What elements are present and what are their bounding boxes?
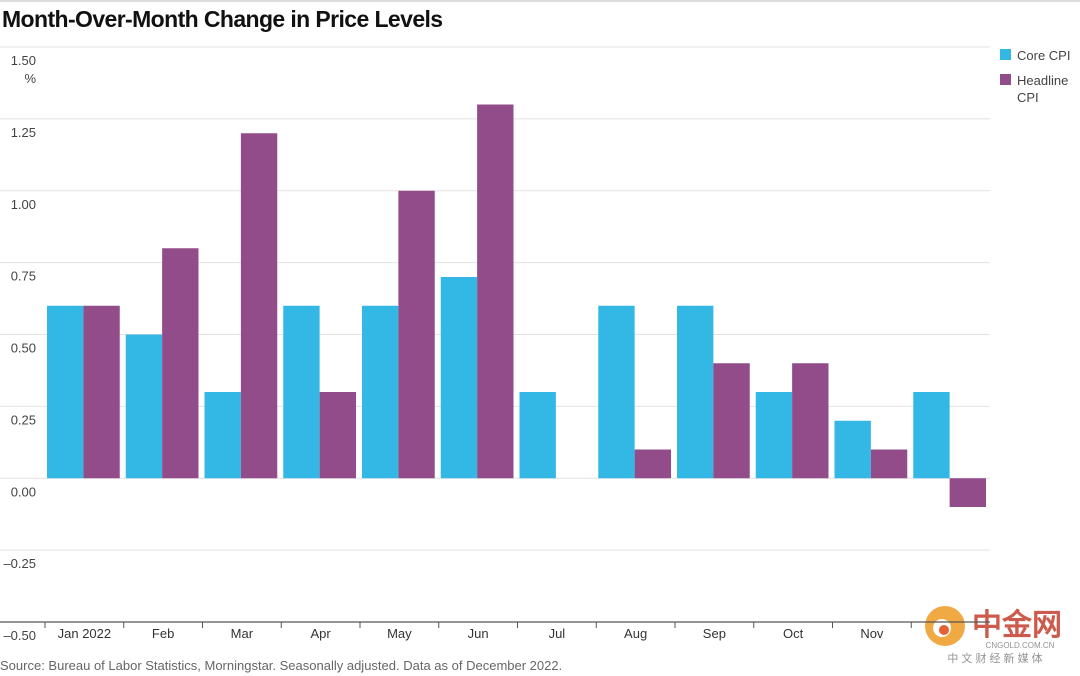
- bar: [204, 392, 241, 479]
- x-tick-label: Jan 2022: [58, 626, 112, 641]
- y-tick-label: –0.50: [3, 628, 36, 643]
- x-tick-label: May: [387, 626, 412, 641]
- bar: [240, 133, 278, 479]
- bar: [440, 277, 478, 479]
- legend-swatch: [1000, 74, 1011, 85]
- bars: [47, 104, 986, 507]
- bar: [398, 190, 435, 479]
- y-tick-label: 0.25: [11, 412, 36, 427]
- bar: [913, 392, 950, 479]
- bar: [362, 305, 399, 479]
- legend-label: Core CPI: [1017, 48, 1071, 63]
- bar: [598, 305, 635, 479]
- watermark-logo: 中金网: [972, 608, 1062, 642]
- x-tick-label: Oct: [783, 626, 804, 641]
- x-tick-label: Jul: [549, 626, 566, 641]
- y-tick-label: 1.00: [11, 197, 36, 212]
- chart-title: Month-Over-Month Change in Price Levels: [2, 6, 443, 32]
- x-tick-label: Mar: [231, 626, 254, 641]
- bar: [477, 104, 514, 479]
- y-tick-label: –0.25: [3, 556, 36, 571]
- bar: [47, 305, 84, 479]
- bar: [834, 420, 871, 479]
- bar: [713, 363, 750, 479]
- watermark-icon-core: [939, 625, 949, 635]
- y-tick-label: 1.25: [11, 125, 36, 140]
- bar: [83, 305, 120, 479]
- bar: [283, 305, 320, 479]
- x-tick-label: Jun: [468, 626, 489, 641]
- source-note: Source: Bureau of Labor Statistics, Morn…: [0, 658, 562, 673]
- bar: [634, 449, 671, 479]
- y-tick-label: 0.00: [11, 484, 36, 499]
- y-unit: %: [24, 71, 36, 86]
- bar: [792, 363, 829, 479]
- bar: [519, 392, 556, 479]
- y-tick-label: 1.50: [11, 53, 36, 68]
- x-tick-label: Apr: [311, 626, 332, 641]
- x-tick-label: Sep: [703, 626, 726, 641]
- bar: [755, 392, 793, 479]
- legend-label: Headline CPI: [1017, 73, 1069, 105]
- bar: [677, 305, 714, 479]
- x-tick-label: Aug: [624, 626, 647, 641]
- x-tick-label: Nov: [860, 626, 884, 641]
- watermark-tagline: 中 文 财 经 新 媒 体: [947, 651, 1042, 665]
- bar: [870, 449, 908, 479]
- legend-swatch: [1000, 49, 1011, 60]
- y-tick-label: 0.75: [11, 269, 36, 284]
- y-tick-label: 0.50: [11, 341, 36, 356]
- watermark-site: CNGOLD.COM.CN: [986, 641, 1055, 650]
- bar: [162, 248, 199, 479]
- bar: [125, 334, 163, 479]
- bar: [319, 392, 356, 479]
- x-tick-label: Feb: [152, 626, 174, 641]
- watermark: 中金网 CNGOLD.COM.CN 中 文 财 经 新 媒 体: [925, 606, 1062, 665]
- bar: [949, 478, 986, 507]
